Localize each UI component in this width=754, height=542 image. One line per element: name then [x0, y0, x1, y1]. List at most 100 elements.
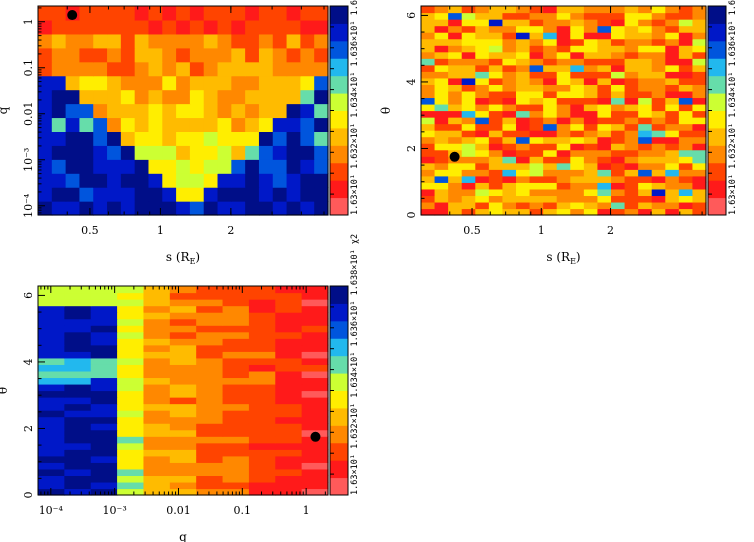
heatmap-cell [570, 32, 585, 40]
heatmap-cell [120, 173, 136, 188]
heatmap-cell [516, 58, 531, 66]
heatmap-cell [665, 19, 680, 27]
heatmap-cell [583, 19, 599, 27]
heatmap-cell [461, 182, 476, 190]
heatmap-cell [461, 58, 476, 66]
heatmap-cell [543, 19, 558, 27]
heatmap-cell [286, 131, 301, 146]
heatmap-cell [245, 117, 260, 132]
heatmap-cell [421, 19, 436, 27]
heatmap-cell [570, 58, 585, 66]
heatmap-cell [611, 45, 626, 53]
heatmap-cell [502, 117, 517, 125]
heatmap-cell [665, 175, 680, 183]
heatmap-cell [275, 383, 303, 392]
heatmap-cell [258, 89, 274, 105]
heatmap-cell [117, 403, 145, 411]
colorbar-segment [708, 58, 726, 77]
heatmap-cell [665, 110, 680, 118]
heatmap-cell [176, 117, 191, 132]
heatmap-cell [665, 208, 680, 216]
heatmap-cell [90, 468, 118, 477]
heatmap-cell [556, 162, 571, 170]
colorbar-tick-label: 1.638×10¹ [728, 0, 738, 20]
heatmap-cell [638, 162, 653, 170]
colorbar-tick-label: 1.63×10¹ [728, 174, 738, 215]
heatmap-cell [434, 188, 449, 197]
heatmap-cell [189, 201, 205, 216]
heatmap-cell [248, 462, 276, 470]
heatmap-cell [248, 305, 276, 313]
heatmap-cell [421, 143, 436, 151]
heatmap-cell [169, 351, 197, 359]
heatmap-cell [434, 58, 449, 66]
heatmap-cell [651, 149, 666, 157]
heatmap-cell [93, 131, 108, 146]
heatmap-cell [51, 6, 67, 21]
y-tick-label: 10⁻⁴ [22, 193, 35, 218]
heatmap-cell [93, 61, 108, 77]
heatmap-cell [434, 136, 449, 144]
heatmap-cell [502, 45, 517, 53]
heatmap-cell [65, 117, 81, 132]
heatmap-cell [611, 90, 626, 99]
heatmap-cell [556, 201, 571, 210]
heatmap-cell [248, 383, 276, 392]
heatmap-cell [678, 169, 694, 177]
heatmap-cell [275, 331, 303, 339]
heatmap-cell [143, 318, 171, 326]
heatmap-cell [314, 19, 329, 35]
heatmap-cell [597, 45, 612, 53]
heatmap-cell [134, 145, 150, 160]
heatmap-cell [502, 77, 517, 85]
heatmap-cell [692, 201, 707, 210]
heatmap-cell [597, 136, 612, 144]
colorbar-segment [330, 390, 348, 409]
heatmap-cell [196, 475, 224, 483]
heatmap-cell [421, 188, 436, 197]
heatmap-cell [196, 344, 224, 352]
heatmap-cell [51, 89, 67, 105]
heatmap-cell [64, 455, 92, 463]
heatmap-cell [169, 410, 197, 418]
heatmap-cell [692, 90, 707, 99]
colorbar-segment [330, 477, 348, 496]
heatmap-cell [448, 136, 463, 144]
heatmap-cell [461, 188, 476, 197]
heatmap-cell [314, 6, 329, 21]
heatmap-cell [38, 403, 65, 411]
heatmap-cell [196, 383, 224, 392]
heatmap-cell [272, 187, 288, 202]
heatmap-cell [570, 90, 585, 99]
heatmap-cell [143, 364, 171, 372]
heatmap-cell [275, 338, 303, 346]
heatmap-cell [488, 156, 504, 164]
heatmap-cell [38, 89, 53, 105]
heatmap-cell [678, 84, 694, 92]
heatmap-cell [448, 51, 463, 59]
heatmap-cell [117, 325, 145, 333]
heatmap-cell [64, 370, 92, 379]
heatmap-cell [692, 143, 707, 151]
heatmap-cell [502, 162, 517, 170]
heatmap-cell [556, 182, 571, 190]
heatmap-cell [638, 6, 653, 14]
colorbar-segment [330, 303, 348, 322]
heatmap-cell [488, 130, 504, 138]
heatmap-cell [556, 25, 571, 33]
heatmap-cell [196, 397, 224, 405]
heatmap-cell [624, 136, 639, 144]
heatmap-cell [434, 169, 449, 177]
heatmap-cell [93, 33, 108, 49]
heatmap-cell [556, 19, 571, 27]
heatmap-cell [611, 162, 626, 170]
heatmap-cell [248, 325, 276, 333]
heatmap-cell [38, 47, 53, 63]
colorbar-segment [708, 110, 726, 129]
heatmap-cell [638, 143, 653, 151]
heatmap-cell [516, 71, 531, 79]
heatmap-cell [79, 117, 94, 132]
heatmap-cell [611, 38, 626, 46]
heatmap-cell [502, 12, 517, 20]
heatmap-cell [65, 145, 81, 160]
